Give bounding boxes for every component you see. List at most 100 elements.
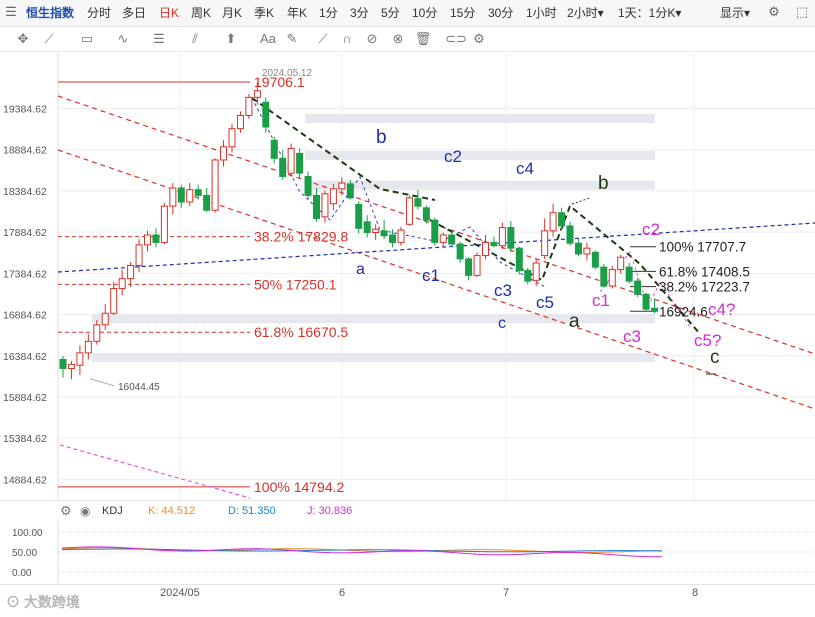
period-monthly-k[interactable]: 月K	[222, 6, 243, 20]
kdj-settings-icon[interactable]: ⚙	[60, 503, 72, 518]
min-price-label: 16044.45	[118, 382, 160, 393]
candle	[67, 361, 75, 380]
period-daily-k[interactable]: 日K	[159, 6, 180, 20]
eye-off-icon[interactable]: ⊗	[392, 31, 404, 46]
period-quarterly-k[interactable]: 季K	[254, 6, 275, 20]
text-aa-icon[interactable]: Aa	[260, 31, 276, 46]
kdj-j-value: J: 30.836	[307, 505, 353, 517]
candle-body	[515, 247, 523, 271]
text-list-icon[interactable]: ☰	[153, 31, 165, 46]
period-5min[interactable]: 5分	[381, 6, 400, 20]
kdj-y-tick-label: 0.00	[12, 568, 32, 579]
wave-label: b	[598, 173, 609, 194]
candle-body	[220, 146, 228, 161]
index-name[interactable]: 恒生指数	[26, 6, 75, 20]
wave-label: c3	[623, 327, 641, 346]
candle	[262, 97, 270, 133]
candle	[591, 250, 599, 270]
candle-body	[262, 101, 270, 128]
candle-body	[186, 189, 194, 203]
candle-body	[608, 269, 616, 287]
pen-icon[interactable]: ✎	[286, 31, 298, 46]
period-1min[interactable]: 1分	[319, 6, 338, 20]
kdj-chart[interactable]: 100.00 50.00 0.00	[0, 520, 815, 584]
watermark-text: 大数跨境	[23, 594, 80, 610]
candle-body	[465, 258, 473, 276]
candle	[169, 183, 177, 215]
candle	[608, 265, 616, 289]
wave-label: c1	[592, 291, 610, 310]
candle	[270, 136, 278, 164]
y-tick-label: 16884.62	[3, 310, 47, 322]
y-tick-label: 19384.62	[3, 103, 47, 115]
period-2hour[interactable]: 2小时▾	[567, 6, 604, 20]
period-10min[interactable]: 10分	[412, 6, 438, 20]
magnet-icon[interactable]: ∩	[342, 31, 352, 46]
period-3min[interactable]: 3分	[350, 6, 369, 20]
period-weekly-k[interactable]: 周K	[191, 6, 212, 20]
candle	[617, 254, 625, 274]
wave-label: c	[710, 347, 720, 368]
candle-body	[651, 307, 658, 312]
wave-tool-icon[interactable]: ∿	[117, 31, 129, 46]
fib-level-label: 16924.6	[659, 304, 708, 319]
menu-icon[interactable]: ☰	[5, 4, 17, 19]
period-1hour[interactable]: 1小时	[526, 6, 557, 20]
kdj-eye-icon[interactable]: ◉	[80, 504, 91, 518]
trash-icon[interactable]: 🗑	[414, 31, 432, 46]
period-multi-day[interactable]: 多日	[122, 6, 147, 20]
trendline-icon[interactable]: ⟋	[44, 31, 54, 46]
display-menu[interactable]: 显示▾	[720, 6, 751, 20]
candle-body	[600, 266, 608, 287]
link-icon[interactable]: ⊂⊃	[445, 31, 467, 46]
candle-body	[507, 227, 515, 249]
rect-tool-icon[interactable]: ▭	[80, 31, 94, 46]
magenta-trend-line	[59, 444, 251, 499]
candle-body	[67, 363, 75, 370]
candle-body	[363, 221, 371, 234]
price-zone	[305, 151, 655, 161]
period-minute-line[interactable]: 分时	[87, 6, 112, 20]
fullscreen-icon[interactable]: ⬚	[795, 4, 809, 19]
candlestick-chart[interactable]: 19706.1 38.2% 17829.8 50% 17250.1 61.8% 166…	[0, 52, 815, 500]
kdj-k-value: K: 44.512	[148, 505, 196, 517]
candle	[228, 123, 236, 153]
candle-body	[498, 227, 506, 247]
period-15min[interactable]: 15分	[450, 6, 476, 20]
candle-body	[414, 198, 422, 207]
ruler-icon[interactable]: ⟋	[318, 31, 328, 46]
kdj-name[interactable]: KDJ	[102, 505, 123, 517]
candle-body	[397, 229, 405, 243]
candle-body	[93, 324, 101, 342]
wave-label: a	[356, 261, 365, 278]
settings-icon[interactable]: ⚙	[768, 4, 780, 19]
settings-icon[interactable]: ⚙	[473, 31, 485, 46]
kdj-d-line	[61, 548, 663, 553]
lock-icon[interactable]: ⊘	[366, 31, 378, 46]
candle	[465, 257, 473, 281]
y-tick-label: 15884.62	[3, 392, 47, 404]
candle	[439, 232, 447, 248]
candle	[338, 177, 346, 196]
candle	[651, 298, 658, 314]
candle-body	[279, 157, 287, 177]
period-custom-select[interactable]: 1天：1分K▾	[618, 6, 682, 20]
crosshair-icon[interactable]: ✥	[17, 31, 29, 46]
channel-icon[interactable]: ⫽	[192, 31, 198, 46]
fib-level-label: 50% 17250.1	[254, 276, 337, 292]
candle-body	[346, 183, 354, 199]
candle	[405, 195, 413, 226]
arrow-up-icon[interactable]: ⬆	[225, 31, 237, 46]
candle-body	[422, 207, 430, 221]
candle	[600, 263, 608, 288]
wave-label: c4	[516, 159, 534, 178]
wave-label: c5?	[694, 331, 721, 350]
watermark-logo-icon: ⊙	[6, 594, 24, 610]
period-yearly-k[interactable]: 年K	[287, 6, 308, 20]
candle	[389, 229, 397, 248]
period-30min[interactable]: 30分	[488, 6, 514, 20]
candle	[127, 262, 135, 287]
candle	[84, 333, 92, 360]
fib-level-label: 38.2% 17223.7	[659, 280, 750, 295]
candle	[634, 277, 642, 297]
